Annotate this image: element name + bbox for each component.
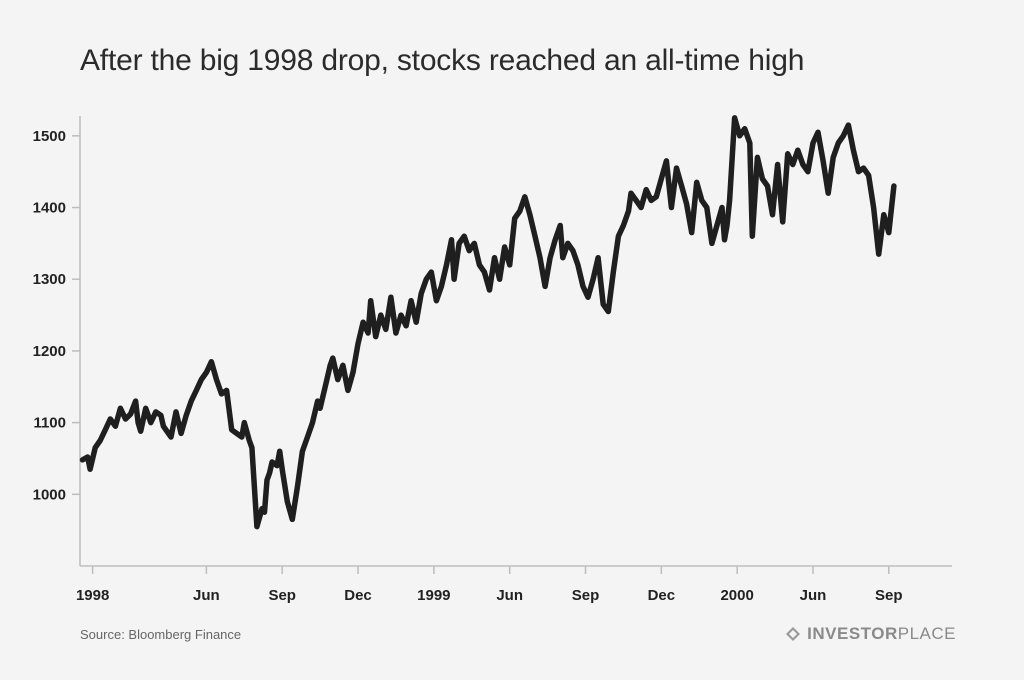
y-axis-ticks: 1000 1100 1200 1300 1400 1500 (33, 128, 80, 503)
x-tick-label: 1999 (417, 587, 450, 604)
y-tick-label: 1500 (33, 128, 66, 145)
x-tick-label: Dec (344, 587, 372, 604)
series-line-0 (79, 115, 897, 530)
chart-title: After the big 1998 drop, stocks reached … (80, 44, 805, 77)
x-tick-label: Jun (496, 587, 523, 604)
x-tick-label: 2000 (720, 587, 753, 604)
x-tick-label: Sep (572, 587, 600, 604)
y-tick-label: 1100 (33, 415, 66, 432)
logo-text-light: PLACE (897, 624, 956, 643)
y-tick-label: 1000 (33, 486, 66, 503)
x-tick-label: Jun (193, 587, 220, 604)
x-tick-label: 1998 (76, 587, 109, 604)
investorplace-logo: INVESTORPLACE (785, 624, 956, 644)
source-note: Source: Bloomberg Finance (80, 627, 242, 642)
investorplace-logo-icon (786, 627, 801, 641)
x-tick-label: Sep (875, 587, 903, 604)
y-tick-label: 1300 (33, 271, 66, 288)
x-axis-ticks: 1998 Jun Sep Dec 1999 Jun Sep Dec 2000 Jun Sep (76, 566, 903, 604)
y-tick-label: 1400 (33, 200, 66, 217)
x-tick-label: Sep (268, 587, 296, 604)
logo-text-bold: INVESTOR (807, 624, 898, 643)
y-tick-label: 1200 (33, 343, 66, 360)
chart-axes (79, 116, 952, 567)
x-tick-label: Dec (648, 587, 676, 604)
x-tick-label: Jun (800, 587, 827, 604)
series-group (79, 115, 897, 530)
